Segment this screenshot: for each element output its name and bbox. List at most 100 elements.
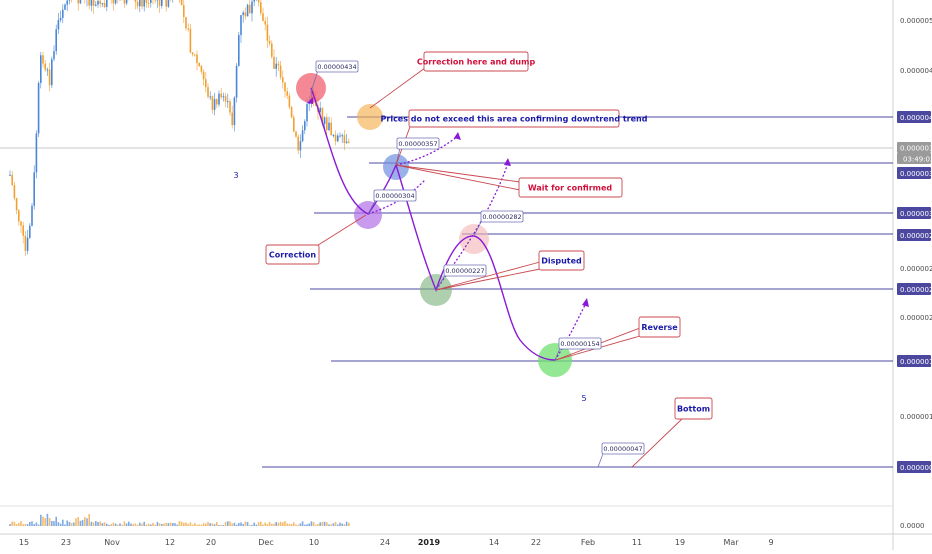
volume-bar bbox=[236, 525, 238, 526]
volume-bar bbox=[185, 523, 187, 526]
candle-body bbox=[328, 123, 330, 130]
candle-body bbox=[88, 0, 90, 6]
candle-body bbox=[346, 142, 348, 143]
candle-body bbox=[286, 91, 288, 95]
candle-body bbox=[214, 99, 216, 110]
candle-body bbox=[51, 59, 53, 85]
volume-bar bbox=[86, 518, 88, 526]
point-label-434: 0.00000434 bbox=[317, 63, 356, 71]
volume-bar bbox=[159, 523, 161, 526]
point-label-357: 0.00000357 bbox=[398, 140, 437, 148]
candle-body bbox=[335, 135, 337, 141]
volume-bar bbox=[247, 522, 249, 526]
candle-body bbox=[291, 107, 293, 117]
candle-body bbox=[194, 54, 196, 55]
annotation-wait: Wait for confirmed bbox=[528, 184, 613, 193]
volume-bar bbox=[40, 515, 42, 526]
candle-body bbox=[183, 5, 185, 17]
volume-bar bbox=[172, 523, 174, 526]
volume-bar bbox=[293, 522, 295, 526]
volume-bar bbox=[14, 522, 16, 526]
candle-body bbox=[242, 12, 244, 15]
x-tick-label: Nov bbox=[104, 538, 120, 547]
candle-body bbox=[218, 94, 220, 105]
volume-bar bbox=[62, 520, 64, 526]
volume-bar bbox=[126, 523, 128, 526]
annotation-prices: Prices do not exceed this area confirmin… bbox=[381, 115, 648, 124]
x-tick-label: 22 bbox=[531, 538, 541, 547]
volume-bar bbox=[168, 523, 170, 526]
volume-bar bbox=[317, 524, 319, 526]
candle-body bbox=[251, 2, 253, 14]
candle-body bbox=[216, 99, 218, 104]
candle-body bbox=[227, 101, 229, 102]
candle-body bbox=[344, 135, 346, 143]
volume-bar bbox=[249, 525, 251, 526]
volume-bar bbox=[130, 524, 132, 526]
candle-body bbox=[64, 5, 66, 10]
price-tag-label: 0.00000370 bbox=[900, 145, 932, 153]
volume-bar bbox=[148, 524, 150, 526]
volume-bar bbox=[97, 522, 99, 526]
volume-bar bbox=[348, 523, 350, 526]
volume-bar bbox=[93, 522, 95, 526]
candle-body bbox=[306, 104, 308, 121]
volume-bar bbox=[29, 522, 31, 526]
volume-bar bbox=[330, 524, 332, 526]
volume-bar bbox=[223, 525, 225, 526]
volume-bar bbox=[341, 524, 343, 526]
volume-bar bbox=[245, 522, 247, 526]
arrow-head-2 bbox=[504, 158, 511, 166]
candle-body bbox=[275, 64, 277, 69]
candle-body bbox=[66, 1, 68, 5]
volume-bar bbox=[18, 523, 20, 526]
candle-body bbox=[161, 0, 163, 6]
volume-bar bbox=[66, 520, 68, 526]
x-tick-label: Dec bbox=[258, 538, 273, 547]
volume-bar bbox=[80, 521, 82, 526]
candle-body bbox=[187, 28, 189, 29]
candle-body bbox=[348, 142, 350, 143]
volume-bar bbox=[49, 518, 51, 526]
volume-bar bbox=[161, 524, 163, 526]
volume-bar bbox=[9, 524, 11, 526]
x-tick-label: 14 bbox=[489, 538, 499, 547]
candle-body bbox=[339, 136, 341, 137]
volume-bar bbox=[84, 517, 86, 526]
volume-bar bbox=[119, 523, 121, 526]
volume-bar bbox=[69, 522, 71, 526]
candle-body bbox=[58, 20, 60, 29]
candle-body bbox=[269, 41, 271, 44]
wave-label-3: 3 bbox=[233, 171, 238, 180]
volume-bar bbox=[33, 524, 35, 526]
candle-body bbox=[304, 121, 306, 130]
volume-bar bbox=[11, 521, 13, 526]
x-tick-label: 24 bbox=[380, 538, 390, 547]
candle-body bbox=[245, 12, 247, 16]
volume-bar bbox=[267, 524, 269, 526]
volume-bar bbox=[135, 523, 137, 526]
volume-bar bbox=[143, 522, 145, 526]
candle-body bbox=[225, 96, 227, 101]
volume-bar bbox=[152, 523, 154, 526]
candle-body bbox=[25, 236, 27, 251]
volume-bar bbox=[187, 524, 189, 526]
point-label-227: 0.00000227 bbox=[445, 267, 484, 275]
candle-body bbox=[148, 3, 150, 4]
volume-bar bbox=[183, 523, 185, 526]
candle-body bbox=[91, 0, 93, 6]
candle-body bbox=[69, 0, 71, 1]
volume-bar bbox=[190, 522, 192, 526]
volume-bar bbox=[253, 523, 255, 526]
candle-body bbox=[190, 29, 192, 53]
volume-bar bbox=[324, 522, 326, 526]
volume-bar bbox=[326, 522, 328, 526]
x-tick-label-2019: 2019 bbox=[418, 538, 441, 547]
annotation-correction: Correction bbox=[269, 251, 316, 260]
volume-bar bbox=[38, 525, 40, 526]
volume-bar bbox=[333, 523, 335, 526]
volume-bar bbox=[238, 523, 240, 526]
candle-body bbox=[31, 206, 33, 226]
volume-bar bbox=[179, 521, 181, 526]
annotation-bottom: Bottom bbox=[677, 405, 710, 414]
